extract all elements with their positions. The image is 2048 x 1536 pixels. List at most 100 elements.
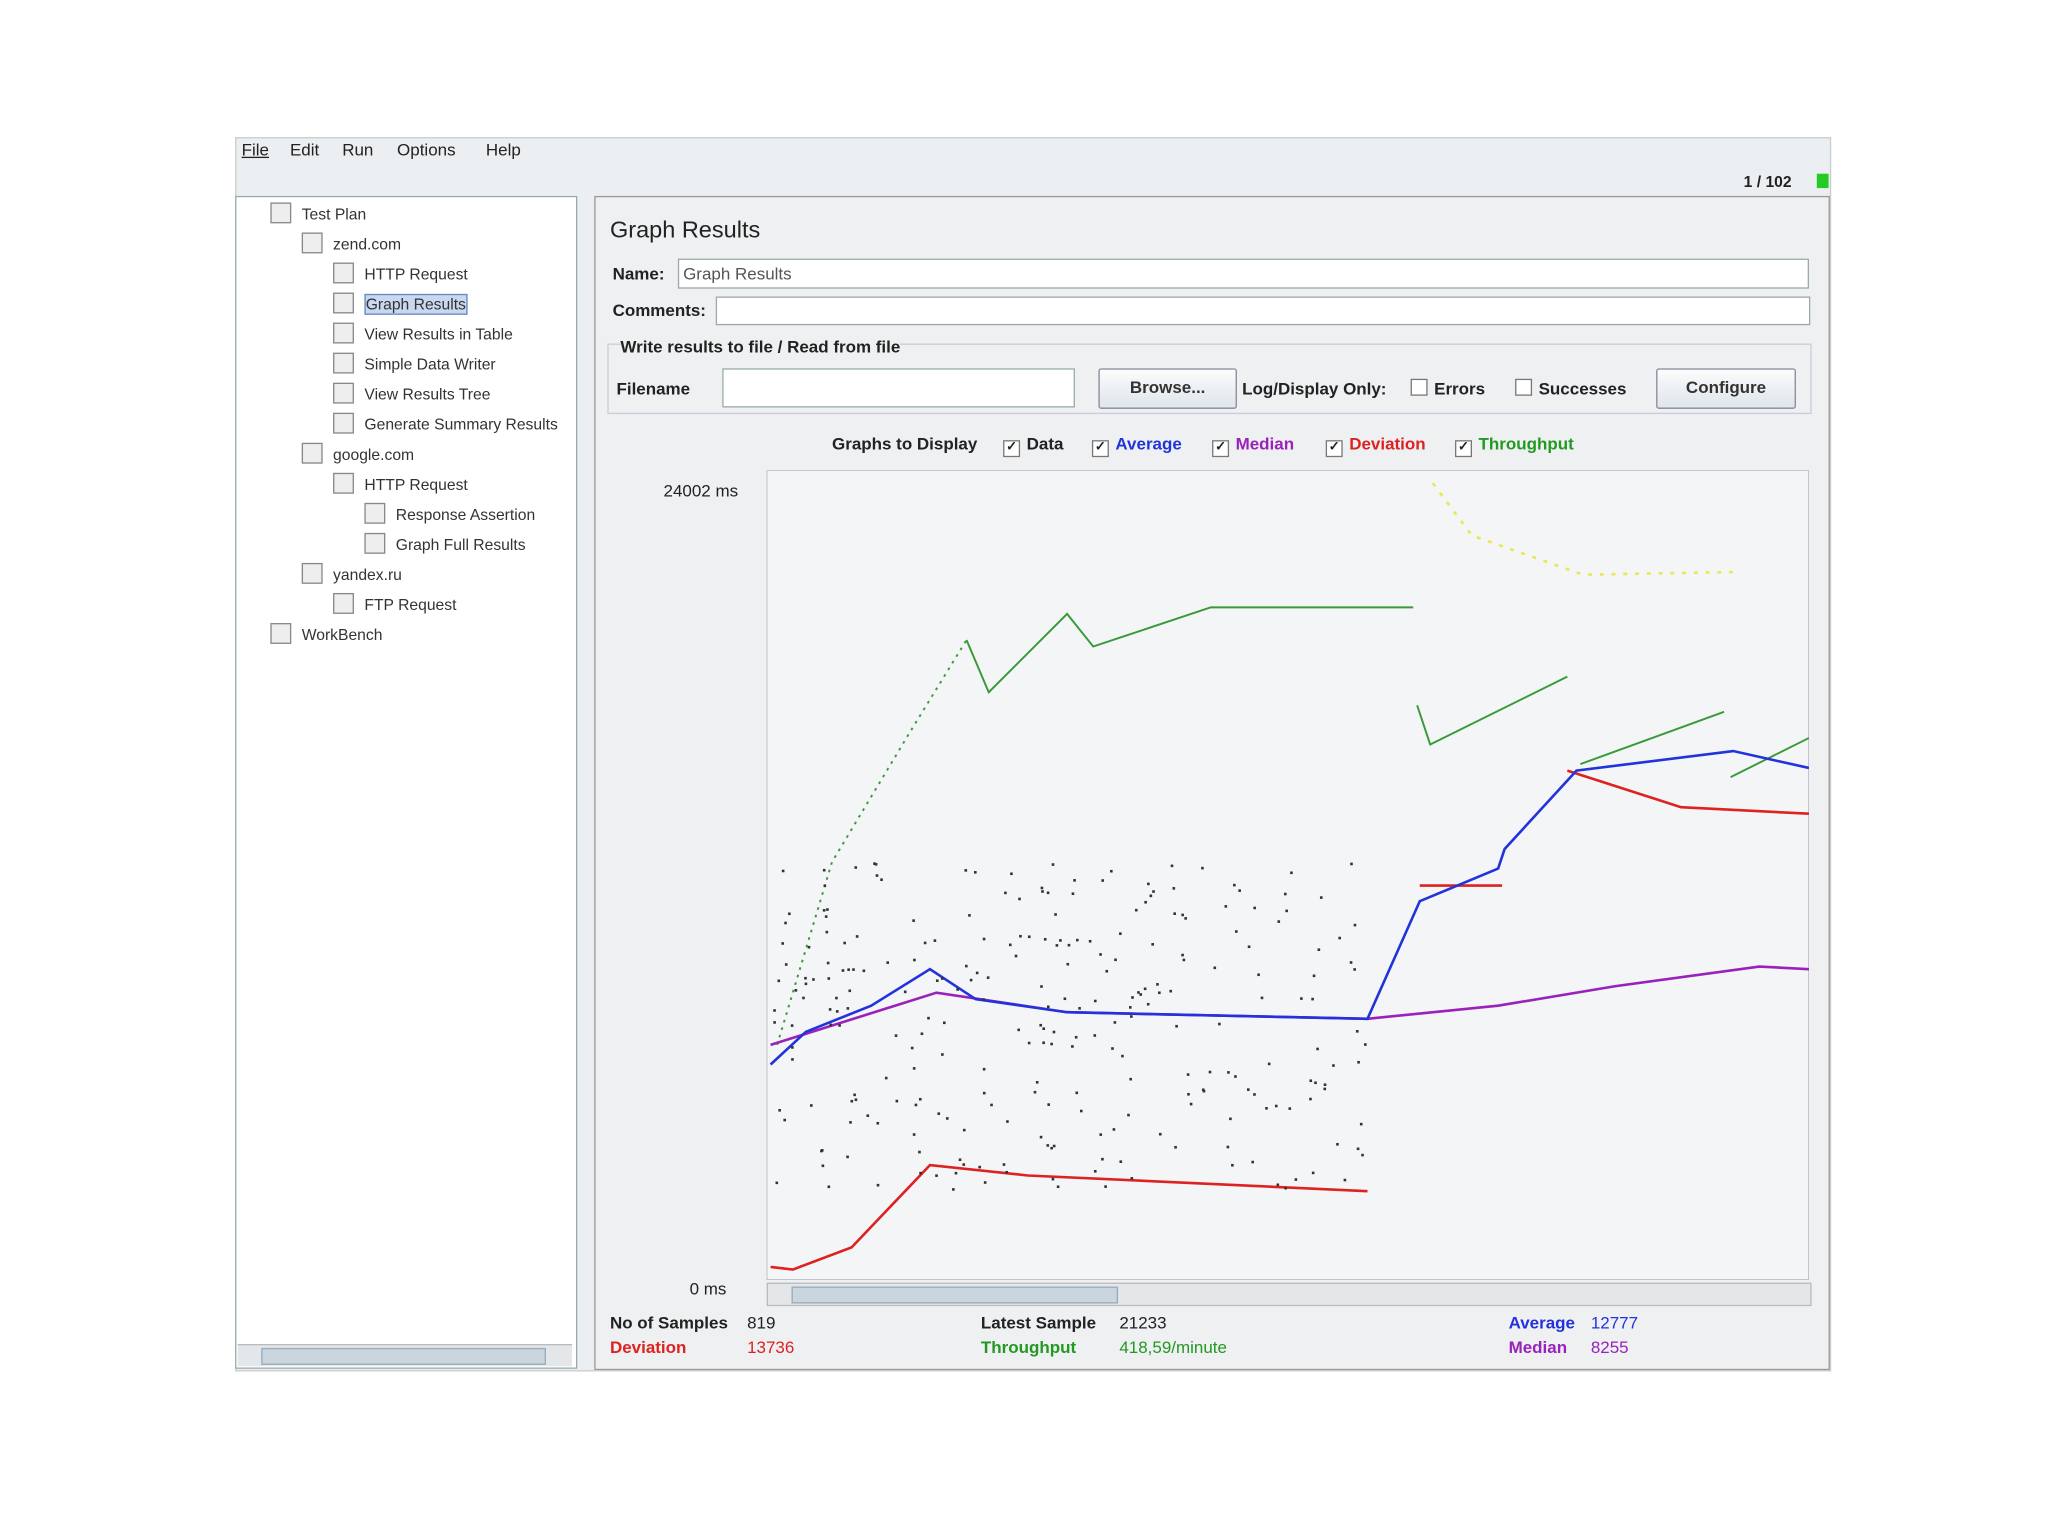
name-input[interactable]: Graph Results [677,258,1809,289]
tree-icon [301,442,323,464]
sample-dot [894,1034,898,1037]
sample-dot [1146,1002,1150,1006]
tree-item[interactable]: google.com [301,442,414,464]
sample-dot [1277,920,1281,923]
sample-dot [827,977,831,980]
sample-dot [1172,887,1176,890]
tree-item[interactable]: zend.com [301,232,401,254]
browse-button[interactable]: Browse... [1098,368,1237,409]
sample-dot [1353,968,1356,971]
sample-dot [853,1093,856,1097]
sample-dot [804,976,807,980]
comments-input[interactable] [715,296,1811,326]
sample-dot [820,1149,823,1153]
sample-dot [1169,989,1173,993]
tree-item[interactable]: Test Plan [270,202,367,224]
sample-dot [855,935,859,938]
successes-checkbox[interactable]: Successes [1515,378,1626,398]
sample-dot [1110,869,1113,873]
sample-dot [848,989,852,993]
throughput-checkbox[interactable]: ✓ Throughput [1455,434,1574,458]
tree-item[interactable]: Graph Results [333,292,468,315]
sample-dot [1056,1185,1060,1189]
sample-dot [1139,993,1143,996]
sample-dot [975,971,979,975]
sample-dot [1071,1045,1074,1048]
sample-dot [1276,1183,1280,1187]
sample-dot [1267,1062,1271,1066]
errors-checkbox[interactable]: Errors [1410,378,1485,398]
sample-dot [1067,943,1071,947]
median-value: 8255 [1590,1337,1629,1358]
tree-item[interactable]: View Results Tree [333,382,490,404]
tree-item[interactable]: HTTP Request [333,262,468,284]
sample-dot [775,1181,779,1185]
sample-dot [873,862,876,865]
sample-dot [933,939,937,942]
tree-icon [333,352,354,374]
sample-dot [875,874,879,877]
sample-dot [956,988,959,991]
sample-dot [777,979,781,983]
sample-dot [1246,1088,1250,1091]
sample-dot [1184,917,1187,920]
sample-dot [962,1163,966,1166]
sample-dot [1294,1178,1298,1181]
y-min-label: 0 ms [689,1278,727,1299]
sample-dot [910,1046,914,1050]
sample-dot [1323,1087,1327,1091]
sample-dot [794,989,798,992]
sample-dot [1284,1186,1287,1190]
tree-icon [301,562,323,584]
sample-dot [807,945,811,949]
sample-dot [1040,985,1043,988]
data-checkbox[interactable]: ✓ Data [1003,434,1063,458]
filename-input[interactable] [722,368,1075,408]
sample-dot [788,912,791,916]
menu-help[interactable]: Help [485,139,521,160]
sample-dot [1046,1005,1050,1009]
configure-button[interactable]: Configure [1656,368,1796,409]
sample-dot [1127,1113,1130,1117]
tree-label: WorkBench [301,625,383,644]
sample-dot [810,1104,813,1107]
throughput-value: 418,59/minute [1119,1337,1227,1358]
median-checkbox[interactable]: ✓ Median [1212,434,1294,458]
panel-title: Graph Results [609,216,761,243]
sample-dot [940,977,944,980]
tree-item[interactable]: Graph Full Results [364,532,526,554]
sample-dot [919,1097,922,1101]
tree-item[interactable]: yandex.ru [301,562,402,584]
tree-item[interactable]: Generate Summary Results [333,412,558,434]
sample-dot [876,1121,880,1125]
tree-item[interactable]: FTP Request [333,592,456,614]
sample-dot [866,1114,870,1118]
tree-item[interactable]: Simple Data Writer [333,352,496,374]
sample-dot [1316,1047,1319,1051]
deviation-checkbox[interactable]: ✓ Deviation [1325,434,1426,458]
sample-dot [781,869,785,873]
tree-item[interactable]: WorkBench [270,623,382,644]
menu-file[interactable]: File [241,139,269,160]
tree-label: Test Plan [301,205,367,224]
sample-dot [1170,864,1174,868]
sample-dot [1274,1104,1278,1108]
menu-run[interactable]: Run [342,139,374,160]
tree-scrollbar[interactable] [237,1343,573,1367]
graph-scrollbar[interactable] [766,1282,1812,1307]
sample-dot [1290,871,1293,875]
menu-edit[interactable]: Edit [289,139,320,160]
menu-options[interactable]: Options [397,139,456,160]
average-stat-label: Average [1508,1312,1575,1333]
average-checkbox[interactable]: ✓ Average [1091,434,1182,458]
tree-item[interactable]: View Results in Table [333,322,513,344]
sample-dot [1253,1093,1256,1096]
tree-item[interactable]: HTTP Request [333,472,468,494]
sample-dot [1101,1157,1104,1161]
sample-dot [923,941,927,945]
sample-dot [978,1165,981,1169]
sample-dot [1046,1144,1050,1147]
tree-item[interactable]: Response Assertion [364,502,535,524]
sample-dot [1314,1081,1317,1085]
sample-dot [784,963,788,966]
